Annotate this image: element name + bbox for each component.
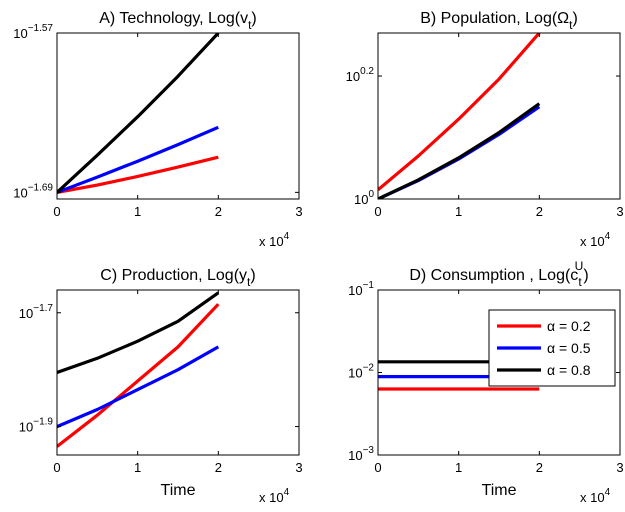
y-tick-label: 10−2 <box>348 363 374 381</box>
x-tick-label: 1 <box>134 204 141 219</box>
y-tick-label: 10−1.57 <box>13 23 53 41</box>
y-tick-label: 100 <box>354 189 374 207</box>
legend-label: α = 0.2 <box>547 318 591 334</box>
x-tick-label: 0 <box>374 460 381 475</box>
legend-label: α = 0.5 <box>547 340 591 356</box>
axes-box <box>56 32 300 200</box>
x-tick-label: 3 <box>295 460 302 475</box>
x-tick-label: 0 <box>374 204 381 219</box>
x-tick-label: 0 <box>53 460 60 475</box>
legend: α = 0.2 α = 0.5 α = 0.8 <box>488 309 616 387</box>
panel-title: C) Production, Log(yt) <box>100 267 255 289</box>
y-tick-label: 10−1.9 <box>19 417 54 435</box>
y-tick-label: 10−1 <box>348 280 374 298</box>
series-line-3 <box>378 102 541 199</box>
series-line-3 <box>57 291 220 375</box>
x-multiplier-label: x 104 <box>259 487 290 505</box>
x-tick-label: 0 <box>53 204 60 219</box>
y-tick-label: 10−1.69 <box>13 182 53 200</box>
axes-box <box>56 289 300 456</box>
x-tick-label: 1 <box>455 204 462 219</box>
x-multiplier-label: x 104 <box>580 231 611 249</box>
series-line-3 <box>57 33 220 194</box>
x-tick-label: 3 <box>295 204 302 219</box>
series-line-1 <box>378 33 541 192</box>
x-multiplier-label: x 104 <box>580 487 611 505</box>
series-line-1 <box>57 155 219 194</box>
y-tick-label: 100.2 <box>346 66 375 84</box>
x-axis-label: Time <box>161 482 196 499</box>
y-tick-label: 10−3 <box>348 445 374 463</box>
series-line-1 <box>57 303 220 448</box>
x-tick-label: 1 <box>455 460 462 475</box>
panel-4: D) Consumption , Log(ctU) 0 1 2 3 x 104 Time 10… <box>348 259 623 505</box>
y-tick-label: 10−1.7 <box>19 303 54 321</box>
x-multiplier-label: x 104 <box>259 231 290 249</box>
panel-1: A) Technology, Log(vt) 0 1 2 3 x 104 10−1.69 10… <box>13 10 302 249</box>
panel-3: C) Production, Log(yt) 0 1 2 3 x 104 Time 10−1.… <box>19 267 303 505</box>
x-tick-label: 1 <box>134 460 141 475</box>
panel-title: B) Population, Log(Ωt) <box>420 10 578 32</box>
x-axis-label: Time <box>482 482 517 499</box>
x-tick-label: 2 <box>215 460 222 475</box>
x-tick-label: 2 <box>536 204 543 219</box>
x-tick-label: 3 <box>616 460 623 475</box>
axes-box <box>377 32 621 200</box>
panel-2: B) Population, Log(Ωt) 0 1 2 3 x 104 100 100.2 <box>346 10 624 249</box>
panel-title: D) Consumption , Log(ctU) <box>409 259 588 289</box>
legend-label: α = 0.8 <box>547 362 591 378</box>
series-line-2 <box>57 345 220 429</box>
x-tick-label: 2 <box>536 460 543 475</box>
x-tick-label: 2 <box>215 204 222 219</box>
x-tick-label: 3 <box>616 204 623 219</box>
panel-title: A) Technology, Log(vt) <box>99 10 257 32</box>
series-line-2 <box>57 125 219 194</box>
